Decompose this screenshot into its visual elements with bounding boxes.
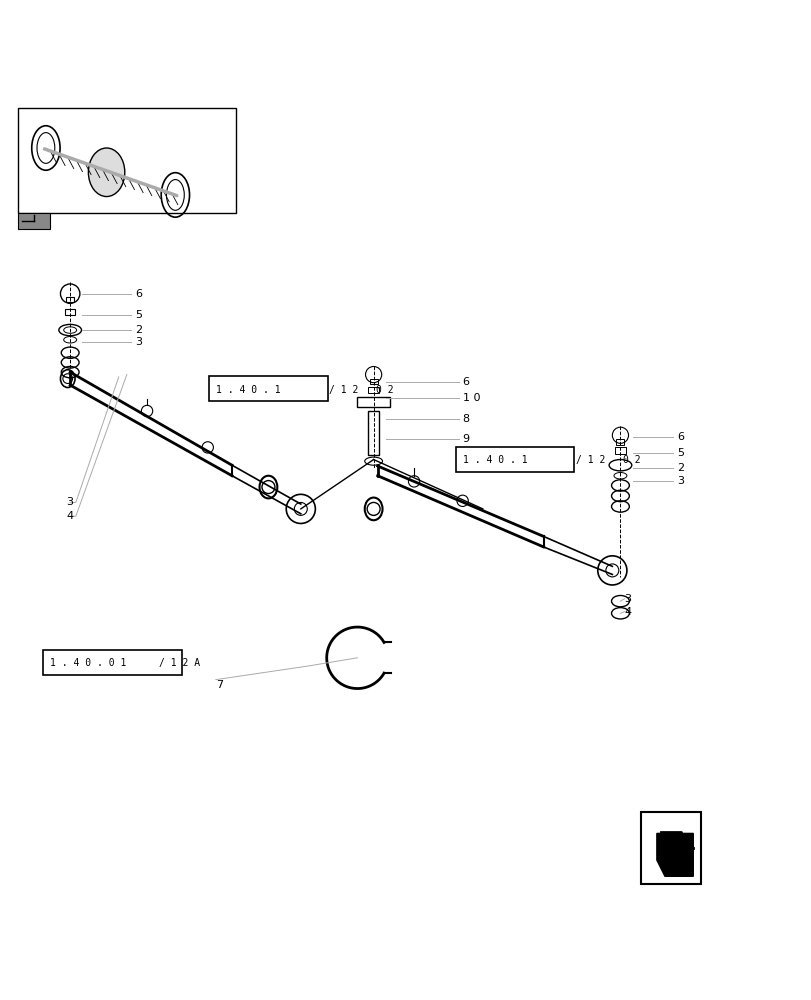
FancyBboxPatch shape xyxy=(209,376,327,401)
Text: 7: 7 xyxy=(216,680,223,690)
Text: 4: 4 xyxy=(66,511,73,521)
Bar xyxy=(614,447,625,454)
Bar xyxy=(357,397,389,407)
Text: 9: 9 xyxy=(462,434,470,444)
Text: 2: 2 xyxy=(676,463,684,473)
Text: 4: 4 xyxy=(624,607,631,617)
Bar xyxy=(18,213,50,229)
Text: 1 . 4 0 . 0 1: 1 . 4 0 . 0 1 xyxy=(50,658,127,668)
Text: / 1 2 A: / 1 2 A xyxy=(159,658,200,668)
Bar xyxy=(66,297,74,302)
Text: 5: 5 xyxy=(676,448,683,458)
Text: 3: 3 xyxy=(624,594,631,604)
FancyBboxPatch shape xyxy=(456,447,573,472)
Text: 8: 8 xyxy=(462,414,470,424)
Bar xyxy=(369,379,377,384)
Text: 3: 3 xyxy=(66,497,73,507)
Text: 2: 2 xyxy=(135,325,142,335)
Bar xyxy=(65,309,75,315)
Bar xyxy=(616,439,624,445)
Text: / 1 2   0 2: / 1 2 0 2 xyxy=(575,455,640,465)
Bar xyxy=(18,108,236,213)
Text: / 1 2   0 2: / 1 2 0 2 xyxy=(328,385,393,395)
Text: 1 . 4 0 . 1: 1 . 4 0 . 1 xyxy=(462,455,526,465)
Text: 6: 6 xyxy=(135,289,142,299)
FancyBboxPatch shape xyxy=(44,650,182,675)
Polygon shape xyxy=(656,833,693,876)
Bar xyxy=(367,411,379,455)
Bar xyxy=(640,812,701,884)
Text: 3: 3 xyxy=(135,337,142,347)
Text: 3: 3 xyxy=(676,476,683,486)
Text: 6: 6 xyxy=(462,377,469,387)
Text: 6: 6 xyxy=(676,432,683,442)
Text: 1 0: 1 0 xyxy=(462,393,479,403)
Bar xyxy=(367,387,379,393)
Text: 5: 5 xyxy=(135,310,142,320)
Text: 1 . 4 0 . 1: 1 . 4 0 . 1 xyxy=(216,385,280,395)
Ellipse shape xyxy=(88,148,125,197)
